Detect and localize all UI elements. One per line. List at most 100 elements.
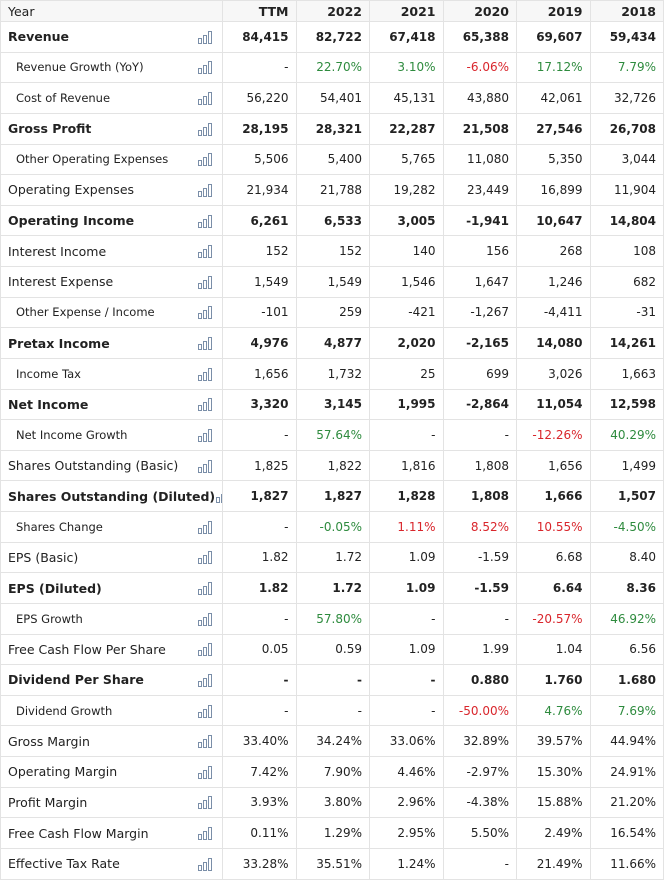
cell-value: -2.97% xyxy=(443,757,517,788)
chart-icon[interactable] xyxy=(197,612,213,626)
chart-icon[interactable] xyxy=(197,673,213,687)
cell-value: 27,546 xyxy=(517,113,591,145)
chart-icon[interactable] xyxy=(197,704,213,718)
row-label: Dividend Per Share xyxy=(1,665,223,696)
cell-value: 7.69% xyxy=(590,695,664,727)
cell-value: 1.680 xyxy=(590,665,664,696)
cell-value: - xyxy=(223,695,297,727)
cell-value: 152 xyxy=(296,236,370,267)
cell-value: -4.38% xyxy=(443,787,517,819)
row-label: Profit Margin xyxy=(1,787,223,819)
chart-icon[interactable] xyxy=(197,214,213,228)
chart-icon[interactable] xyxy=(197,336,213,351)
chart-icon[interactable] xyxy=(197,30,213,44)
cell-value: 28,195 xyxy=(223,113,297,145)
cell-value: 1.04 xyxy=(517,634,591,666)
row-label-text: Dividend Per Share xyxy=(8,672,144,688)
chart-icon[interactable] xyxy=(197,60,213,75)
cell-value: 1.82 xyxy=(223,573,297,604)
chart-icon[interactable] xyxy=(197,152,213,167)
cell-value: 1.72 xyxy=(296,542,370,574)
cell-value: 4.46% xyxy=(370,757,444,788)
cell-value: -4,411 xyxy=(517,297,591,329)
cell-value: - xyxy=(223,420,297,451)
cell-value: 6.56 xyxy=(590,634,664,666)
chart-icon[interactable] xyxy=(197,520,213,534)
chart-icon[interactable] xyxy=(197,183,213,197)
cell-value: -20.57% xyxy=(517,603,591,635)
cell-value: 5.50% xyxy=(443,818,517,849)
chart-icon[interactable] xyxy=(197,367,213,381)
cell-value: 57.64% xyxy=(296,420,370,451)
chart-icon[interactable] xyxy=(197,826,213,841)
cell-value: 6.64 xyxy=(517,573,591,604)
chart-icon[interactable] xyxy=(197,642,213,657)
row-label-text: Profit Margin xyxy=(8,794,88,810)
row-label: Dividend Growth xyxy=(1,695,223,727)
cell-value: 35.51% xyxy=(296,848,370,880)
chart-icon[interactable] xyxy=(197,857,213,871)
chart-icon[interactable] xyxy=(197,428,213,442)
row-label-text: Effective Tax Rate xyxy=(8,856,120,872)
chart-icon[interactable] xyxy=(197,397,213,412)
cell-value: - xyxy=(370,695,444,727)
row-label-text: Operating Margin xyxy=(8,764,118,780)
chart-icon[interactable] xyxy=(197,795,213,810)
cell-value: 42,061 xyxy=(517,83,591,114)
cell-value: - xyxy=(370,665,444,696)
cell-value: 67,418 xyxy=(370,22,444,53)
header-label: Year xyxy=(1,0,223,22)
cell-value: - xyxy=(296,665,370,696)
cell-value: 5,400 xyxy=(296,144,370,176)
cell-value: 16,899 xyxy=(517,175,591,206)
chart-icon[interactable] xyxy=(197,459,213,473)
chart-icon[interactable] xyxy=(197,765,213,779)
cell-value: 1.82 xyxy=(223,542,297,574)
cell-value: - xyxy=(223,52,297,84)
row-label: Other Expense / Income xyxy=(1,297,223,329)
cell-value: 21.20% xyxy=(590,787,664,819)
cell-value: -101 xyxy=(223,297,297,329)
cell-value: 3.93% xyxy=(223,787,297,819)
cell-value: 33.28% xyxy=(223,848,297,880)
chart-icon[interactable] xyxy=(215,489,223,504)
row-label: Gross Margin xyxy=(1,726,223,757)
cell-value: 11,904 xyxy=(590,175,664,206)
chart-icon[interactable] xyxy=(197,275,213,289)
cell-value: 1.29% xyxy=(296,818,370,849)
row-label: Revenue Growth (YoY) xyxy=(1,52,223,84)
cell-value: 10,647 xyxy=(517,205,591,237)
cell-value: 0.05 xyxy=(223,634,297,666)
row-label-text: Shares Change xyxy=(16,519,103,534)
cell-value: 699 xyxy=(443,358,517,390)
header-year: 2021 xyxy=(370,0,444,22)
cell-value: 1,647 xyxy=(443,267,517,298)
row-label: Gross Profit xyxy=(1,113,223,145)
chart-icon[interactable] xyxy=(197,581,213,596)
chart-icon[interactable] xyxy=(197,244,213,259)
chart-icon[interactable] xyxy=(197,734,213,749)
cell-value: -1,267 xyxy=(443,297,517,329)
cell-value: - xyxy=(223,603,297,635)
cell-value: 7.90% xyxy=(296,757,370,788)
cell-value: -421 xyxy=(370,297,444,329)
chart-icon[interactable] xyxy=(197,305,213,320)
cell-value: 44.94% xyxy=(590,726,664,757)
cell-value: 14,080 xyxy=(517,328,591,359)
cell-value: 0.11% xyxy=(223,818,297,849)
cell-value: 0.880 xyxy=(443,665,517,696)
row-label: Pretax Income xyxy=(1,328,223,359)
cell-value: 3,005 xyxy=(370,205,444,237)
cell-value: 1,732 xyxy=(296,358,370,390)
cell-value: 7.79% xyxy=(590,52,664,84)
cell-value: 268 xyxy=(517,236,591,267)
row-label-text: Revenue Growth (YoY) xyxy=(16,60,144,75)
cell-value: 23,449 xyxy=(443,175,517,206)
chart-icon[interactable] xyxy=(197,550,213,565)
cell-value: -1.59 xyxy=(443,542,517,574)
chart-icon[interactable] xyxy=(197,91,213,106)
chart-icon[interactable] xyxy=(197,122,213,136)
cell-value: 84,415 xyxy=(223,22,297,53)
cell-value: 1,246 xyxy=(517,267,591,298)
